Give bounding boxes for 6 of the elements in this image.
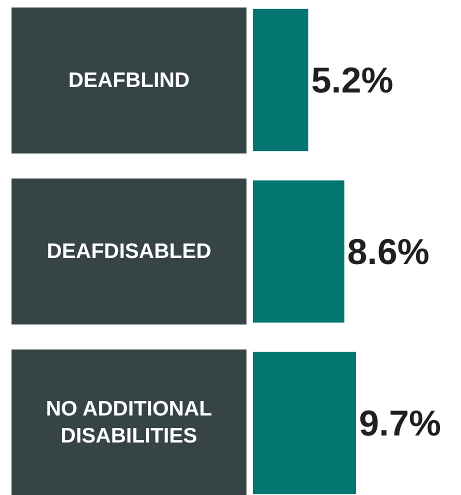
- y-tick-label: NO ADDITIONAL DISABILITIES: [46, 397, 212, 448]
- y-tick-label: DEAFBLIND: [68, 69, 190, 92]
- y-tick-label: DEAFDISABLED: [46, 240, 212, 263]
- data-label: 9.7%: [358, 402, 442, 444]
- data-label: 8.6%: [347, 231, 430, 272]
- data-label: 5.2%: [311, 60, 394, 101]
